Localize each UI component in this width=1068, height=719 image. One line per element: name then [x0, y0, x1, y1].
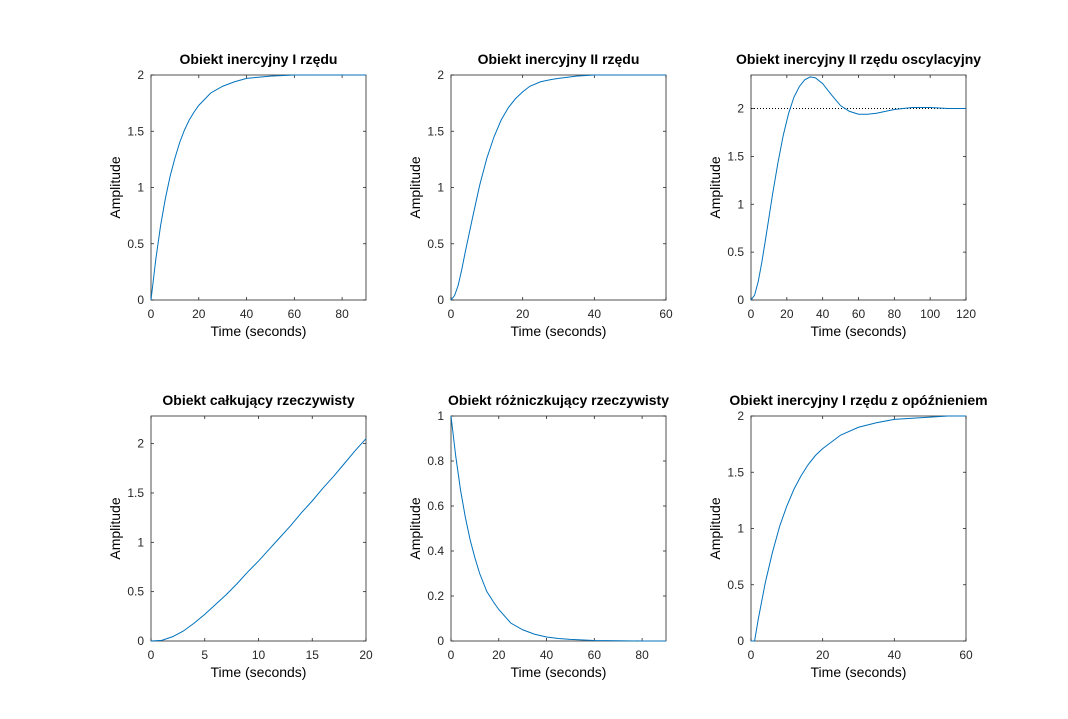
axes-box [750, 74, 967, 301]
subplot-title: Obiekt całkujący rzeczywisty [162, 392, 354, 408]
x-tick-label: 60 [588, 648, 602, 662]
x-tick-label: 40 [888, 648, 902, 662]
x-tick-label: 80 [335, 307, 349, 321]
y-tick-label: 0.5 [727, 578, 744, 592]
subplot-title: Obiekt różniczkujący rzeczywisty [448, 392, 669, 408]
y-tick-label: 0.8 [427, 454, 444, 468]
x-tick-label: 100 [920, 307, 940, 321]
x-tick-label: 20 [359, 648, 373, 662]
x-axis-label: Time (seconds) [211, 664, 307, 680]
x-axis-label: Time (seconds) [811, 664, 907, 680]
x-tick-label: 60 [288, 307, 302, 321]
x-tick-label: 40 [816, 307, 830, 321]
y-tick-label: 1.5 [727, 149, 744, 163]
y-tick-label: 1 [437, 409, 444, 423]
subplot-1: 0 20 40 60 80 0 0.5 1 1.5 2 Obiekt inercyjny I rzę… [107, 51, 367, 339]
y-tick-label: 0 [437, 293, 444, 307]
y-tick-label: 0 [137, 293, 144, 307]
subplot-title: Obiekt inercyjny II rzędu [478, 51, 640, 67]
axes-box [150, 415, 367, 642]
y-tick-label: 1 [737, 197, 744, 211]
x-tick-label: 120 [956, 307, 976, 321]
y-tick-label: 1 [437, 181, 444, 195]
y-tick-label: 0.6 [427, 499, 444, 513]
x-tick-label: 80 [635, 648, 649, 662]
y-tick-label: 1 [737, 522, 744, 536]
x-tick-label: 40 [240, 307, 254, 321]
y-tick-label: 0 [437, 634, 444, 648]
x-tick-label: 0 [448, 307, 455, 321]
y-tick-label: 2 [437, 68, 444, 82]
y-tick-label: 0.5 [127, 237, 144, 251]
x-axis-label: Time (seconds) [511, 323, 607, 339]
y-axis-label: Amplitude [107, 497, 123, 559]
x-tick-label: 60 [659, 307, 673, 321]
y-axis-label: Amplitude [407, 497, 423, 559]
x-tick-label: 40 [540, 648, 554, 662]
y-axis-label: Amplitude [107, 156, 123, 218]
y-axis-label: Amplitude [407, 156, 423, 218]
y-tick-label: 0.5 [427, 237, 444, 251]
subplot-2: 0 20 40 60 0 0.5 1 1.5 2 Obiekt inercyjny II rzęd… [407, 51, 673, 339]
y-tick-label: 0.5 [127, 585, 144, 599]
subplot-5: 0 20 40 60 80 0 0.2 0.4 0.6 0.8 1 Obiekt różniczkuj… [407, 392, 669, 680]
x-tick-label: 10 [252, 648, 266, 662]
subplot-title: Obiekt inercyjny I rzędu z opóźnieniem [729, 392, 987, 408]
y-axis-label: Amplitude [707, 156, 723, 218]
subplot-title: Obiekt inercyjny II rzędu oscylacyjny [736, 51, 981, 67]
x-tick-label: 15 [306, 648, 320, 662]
x-tick-label: 20 [492, 648, 506, 662]
step-response-line [150, 74, 366, 301]
step-response-line [750, 76, 966, 301]
x-axis-label: Time (seconds) [211, 323, 307, 339]
y-tick-label: 0 [737, 634, 744, 648]
y-axis-label: Amplitude [707, 497, 723, 559]
y-tick-label: 2 [137, 437, 144, 451]
step-response-line [450, 74, 666, 301]
y-tick-label: 1.5 [127, 486, 144, 500]
y-tick-label: 1.5 [127, 124, 144, 138]
subplot-title: Obiekt inercyjny I rzędu [180, 51, 338, 67]
axes-box [450, 74, 667, 301]
step-response-line [751, 415, 966, 642]
y-tick-label: 0.2 [427, 589, 444, 603]
x-tick-label: 0 [748, 307, 755, 321]
y-tick-label: 1 [137, 535, 144, 549]
x-tick-label: 0 [448, 648, 455, 662]
x-tick-label: 20 [780, 307, 794, 321]
y-tick-label: 1.5 [427, 124, 444, 138]
subplot-3: 0 20 40 60 80 100 120 0 0.5 1 1.5 2 Obiekt inercyjny… [707, 51, 981, 339]
x-tick-label: 5 [201, 648, 208, 662]
y-tick-label: 1.5 [727, 465, 744, 479]
x-axis-label: Time (seconds) [511, 664, 607, 680]
axes-box [750, 415, 967, 642]
axes-box [450, 415, 667, 642]
y-tick-label: 0.5 [727, 245, 744, 259]
y-tick-label: 0 [137, 634, 144, 648]
x-tick-label: 80 [888, 307, 902, 321]
axes-box [150, 74, 367, 301]
x-tick-label: 60 [959, 648, 973, 662]
y-tick-label: 2 [737, 102, 744, 116]
x-tick-label: 0 [748, 648, 755, 662]
y-tick-label: 2 [137, 68, 144, 82]
step-response-line [450, 415, 666, 642]
x-axis-label: Time (seconds) [811, 323, 907, 339]
x-tick-label: 0 [148, 648, 155, 662]
x-tick-label: 20 [816, 648, 830, 662]
x-tick-label: 20 [516, 307, 530, 321]
x-tick-label: 40 [588, 307, 602, 321]
y-tick-label: 0 [737, 293, 744, 307]
x-tick-label: 60 [852, 307, 866, 321]
y-tick-label: 1 [137, 181, 144, 195]
y-tick-label: 0.4 [427, 544, 444, 558]
x-tick-label: 20 [192, 307, 206, 321]
y-tick-label: 2 [737, 409, 744, 423]
x-tick-label: 0 [148, 307, 155, 321]
step-response-line [150, 438, 367, 642]
subplot-4: 0 5 10 15 20 0 0.5 1 1.5 2 Obiekt całkujący rzeczy… [107, 392, 373, 680]
